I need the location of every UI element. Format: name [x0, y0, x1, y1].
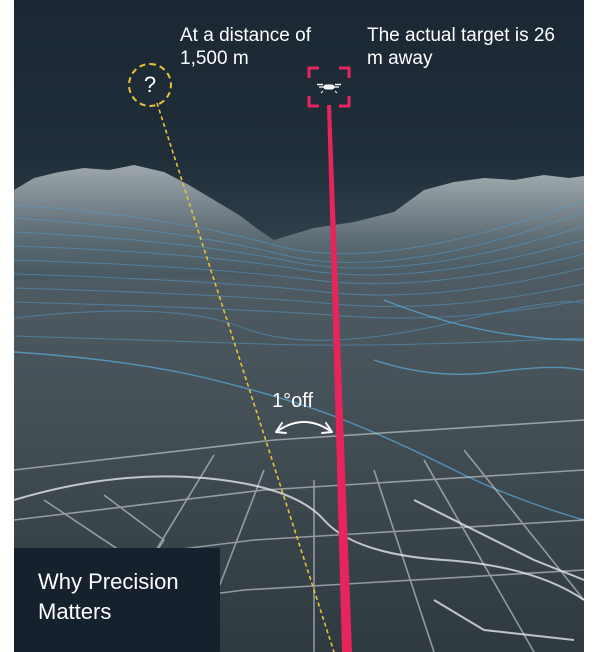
angle-label: 1°off — [272, 390, 313, 413]
target-caption: The actual target is 26 m away — [367, 25, 555, 69]
angle-degree: 1° — [272, 390, 292, 412]
guessed-line — [156, 102, 335, 652]
angle-text: off — [291, 390, 313, 412]
double-arrow-icon — [275, 421, 333, 434]
distance-caption: At a distance of 1,500 m — [180, 25, 311, 69]
title-box: Why Precision Matters — [14, 548, 220, 652]
drone-icon — [317, 83, 341, 94]
target-bracket — [307, 66, 351, 108]
page-title: Why Precision Matters — [38, 569, 179, 624]
road-grid-bold — [14, 475, 584, 641]
laser-line — [327, 105, 352, 652]
mountain-ridge-right — [274, 175, 584, 300]
contour-lines-near — [14, 299, 584, 521]
mountain-ridge-left — [14, 165, 276, 300]
terrain-scene: At a distance of 1,500 m The actual targ… — [14, 0, 584, 652]
question-icon: ? — [128, 63, 172, 107]
